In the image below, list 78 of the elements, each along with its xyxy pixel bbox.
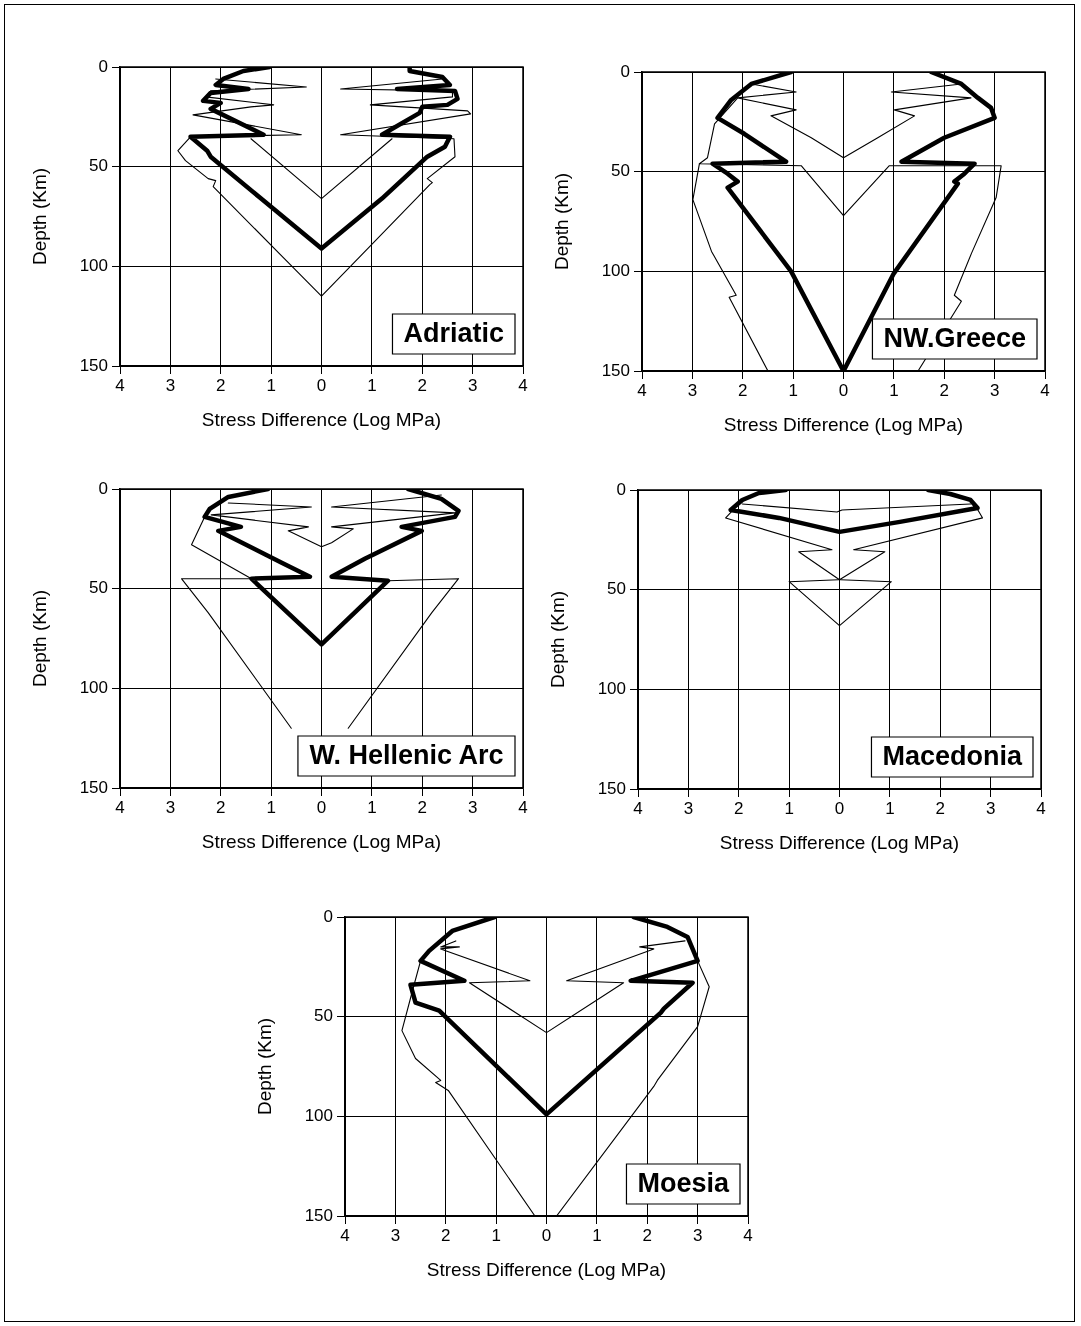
y-tick-label: 150 <box>601 360 630 380</box>
y-tick-label: 150 <box>597 778 626 798</box>
y-axis-title: Depth (Km) <box>28 589 50 688</box>
y-tick-label: 0 <box>323 906 333 926</box>
y-axis-title: Depth (Km) <box>28 167 50 266</box>
x-tick-label: 4 <box>518 375 528 395</box>
y-tick-label: 0 <box>98 56 108 76</box>
y-axis-title: Depth (Km) <box>550 172 572 271</box>
y-tick-label: 150 <box>79 777 108 797</box>
x-tick-label: 3 <box>390 1225 401 1245</box>
x-tick-label: 1 <box>788 380 798 400</box>
x-tick-label: 0 <box>834 798 845 818</box>
x-tick-label: 0 <box>541 1225 552 1245</box>
x-tick-label: 2 <box>417 797 427 817</box>
x-tick-label: 3 <box>467 797 478 817</box>
x-tick-label: 4 <box>340 1225 350 1245</box>
x-axis-title: Stress Difference (Log MPa) <box>426 1258 667 1280</box>
x-tick-label: 1 <box>784 798 794 818</box>
x-tick-label: 3 <box>985 798 996 818</box>
y-axis-title: Depth (Km) <box>546 590 568 689</box>
x-tick-label: 2 <box>738 380 748 400</box>
x-tick-label: 3 <box>165 797 176 817</box>
x-tick-label: 4 <box>115 375 125 395</box>
x-axis-title: Stress Difference (Log MPa) <box>719 831 960 853</box>
y-tick-label: 150 <box>304 1205 333 1225</box>
x-tick-label: 3 <box>687 380 698 400</box>
x-tick-label: 3 <box>683 798 694 818</box>
x-tick-label: 1 <box>592 1225 602 1245</box>
x-axis-title: Stress Difference (Log MPa) <box>723 413 964 435</box>
x-tick-label: 2 <box>216 375 226 395</box>
x-axis-title: Stress Difference (Log MPa) <box>201 830 442 852</box>
y-axis-title: Depth (Km) <box>253 1017 275 1116</box>
x-tick-label: 2 <box>734 798 744 818</box>
y-tick-label: 150 <box>79 355 108 375</box>
x-tick-label: 2 <box>417 375 427 395</box>
y-tick-label: 50 <box>607 579 626 599</box>
annotation: W. Hellenic Arc <box>309 740 504 771</box>
y-tick-label: 50 <box>89 156 108 176</box>
y-tick-label: 100 <box>601 261 630 281</box>
y-tick-label: 0 <box>98 478 108 498</box>
x-tick-label: 4 <box>743 1225 753 1245</box>
x-axis-title: Stress Difference (Log MPa) <box>201 408 442 430</box>
x-tick-label: 3 <box>467 375 478 395</box>
annotation: Moesia <box>637 1168 730 1199</box>
x-tick-label: 2 <box>642 1225 652 1245</box>
x-tick-label: 2 <box>939 380 949 400</box>
x-tick-label: 4 <box>115 797 125 817</box>
x-tick-label: 4 <box>1036 798 1046 818</box>
y-tick-label: 50 <box>314 1006 333 1026</box>
x-tick-label: 1 <box>367 797 377 817</box>
x-tick-label: 3 <box>989 380 1000 400</box>
x-tick-label: 4 <box>633 798 643 818</box>
x-tick-label: 2 <box>935 798 945 818</box>
y-tick-label: 0 <box>616 479 626 499</box>
y-tick-label: 0 <box>620 61 630 81</box>
y-tick-label: 50 <box>89 578 108 598</box>
x-tick-label: 1 <box>266 375 276 395</box>
annotation: Adriatic <box>403 318 504 349</box>
x-tick-label: 4 <box>1040 380 1050 400</box>
y-tick-label: 100 <box>79 678 108 698</box>
x-tick-label: 0 <box>838 380 849 400</box>
y-tick-label: 100 <box>597 679 626 699</box>
y-tick-label: 100 <box>79 256 108 276</box>
y-tick-label: 50 <box>611 161 630 181</box>
x-tick-label: 1 <box>491 1225 501 1245</box>
y-tick-label: 100 <box>304 1106 333 1126</box>
x-tick-label: 3 <box>692 1225 703 1245</box>
x-tick-label: 4 <box>518 797 528 817</box>
x-tick-label: 1 <box>367 375 377 395</box>
x-tick-label: 3 <box>165 375 176 395</box>
annotation: Macedonia <box>882 741 1023 772</box>
annotation: NW.Greece <box>883 323 1027 354</box>
x-tick-label: 1 <box>266 797 276 817</box>
x-tick-label: 1 <box>885 798 895 818</box>
x-tick-label: 1 <box>889 380 899 400</box>
x-tick-label: 4 <box>637 380 647 400</box>
x-tick-label: 2 <box>216 797 226 817</box>
x-tick-label: 2 <box>441 1225 451 1245</box>
